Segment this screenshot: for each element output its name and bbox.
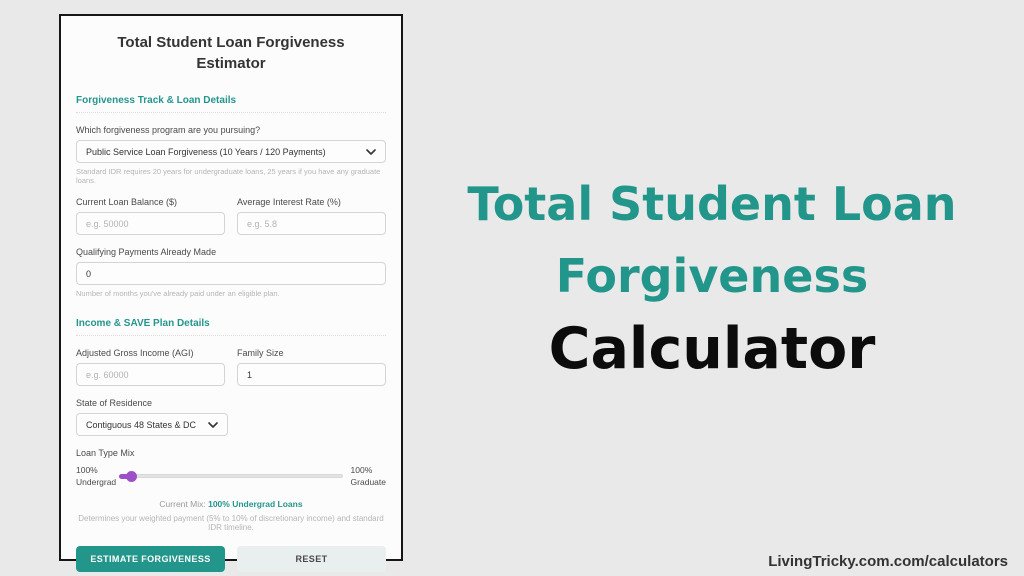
mix-help-text: Determines your weighted payment (5% to … <box>78 513 384 532</box>
chevron-down-icon <box>366 148 376 155</box>
loan-mix-slider-row: 100% Undergrad 100% Graduate <box>76 464 386 489</box>
family-size-input[interactable] <box>237 363 386 386</box>
current-mix-label: Current Mix: <box>159 498 206 509</box>
program-selected-value: Public Service Loan Forgiveness (10 Year… <box>86 146 326 157</box>
balance-input[interactable] <box>76 212 225 235</box>
rate-label: Average Interest Rate (%) <box>237 197 341 207</box>
estimate-forgiveness-button[interactable]: ESTIMATE FORGIVENESS <box>76 545 225 572</box>
agi-label: Adjusted Gross Income (AGI) <box>76 348 194 358</box>
reset-button[interactable]: RESET <box>237 545 386 572</box>
program-help-text: Standard IDR requires 20 years for under… <box>76 167 381 185</box>
chevron-down-icon <box>208 421 218 428</box>
program-label: Which forgiveness program are you pursui… <box>76 125 261 135</box>
state-select[interactable]: Contiguous 48 States & DC <box>76 413 228 436</box>
hero-line-1: Total Student Loan <box>467 177 957 231</box>
loan-mix-label: Loan Type Mix <box>76 448 135 458</box>
agi-input[interactable] <box>76 363 225 386</box>
payments-help-text: Number of months you've already paid und… <box>76 289 280 298</box>
rate-input[interactable] <box>237 212 386 235</box>
mix-right-label: 100% Graduate <box>350 465 386 488</box>
state-selected-value: Contiguous 48 States & DC <box>86 419 197 430</box>
hero-line-2: Forgiveness <box>555 249 869 303</box>
current-mix-line: Current Mix: 100% Undergrad Loans <box>76 499 386 509</box>
calculator-card: Total Student Loan Forgiveness Estimator… <box>59 14 403 572</box>
state-label: State of Residence <box>76 398 153 408</box>
site-url: LivingTricky.com.com/calculators <box>768 553 1008 570</box>
section-heading-track: Forgiveness Track & Loan Details <box>76 95 386 113</box>
section-heading-income: Income & SAVE Plan Details <box>76 318 386 336</box>
family-size-label: Family Size <box>237 348 284 358</box>
form-title: Total Student Loan Forgiveness Estimator <box>117 34 345 72</box>
hero-line-3: Calculator <box>548 316 876 382</box>
program-select[interactable]: Public Service Loan Forgiveness (10 Year… <box>76 140 386 163</box>
current-mix-value: 100% Undergrad Loans <box>208 498 303 509</box>
payments-label: Qualifying Payments Already Made <box>76 247 217 257</box>
payments-input[interactable] <box>76 262 386 285</box>
mix-left-label: 100% Undergrad <box>76 465 117 488</box>
loan-mix-slider[interactable] <box>119 471 343 483</box>
balance-label: Current Loan Balance ($) <box>76 197 178 207</box>
slider-handle[interactable] <box>119 471 138 483</box>
hero-title: Total Student Loan Forgiveness Calculato… <box>420 168 1004 386</box>
